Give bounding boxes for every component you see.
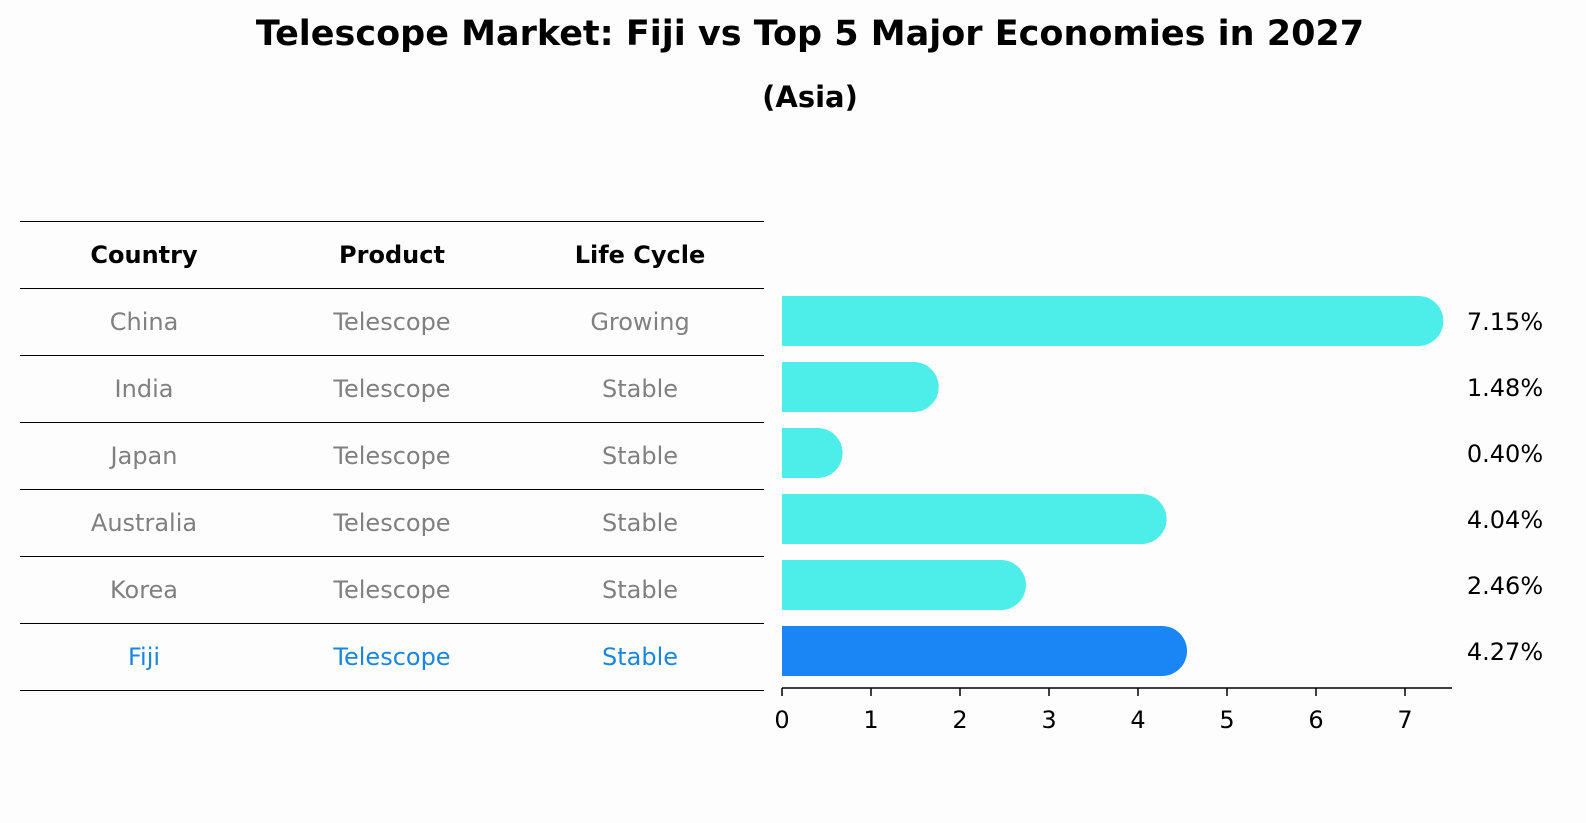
product-cell: Telescope (333, 509, 451, 537)
table-row: Korea Telescope Stable (20, 557, 764, 624)
table-row-highlight: Fiji Telescope Stable (20, 624, 764, 691)
chart-title: Telescope Market: Fiji vs Top 5 Major Ec… (255, 14, 1365, 54)
bar-korea (782, 560, 1026, 610)
product-cell: Telescope (333, 308, 451, 336)
country-cell: Korea (109, 576, 179, 604)
product-cell: Telescope (333, 576, 451, 604)
table-row: Australia Telescope Stable (20, 490, 764, 557)
country-cell: China (109, 308, 179, 336)
value-label-fiji: 4.27% (1467, 638, 1543, 666)
life-cycle-cell: Stable (601, 576, 679, 604)
value-label-korea: 2.46% (1467, 572, 1543, 600)
table-row: Japan Telescope Stable (20, 423, 764, 490)
x-tick-label: 2 (952, 706, 967, 734)
header-life-cycle: Life Cycle (574, 241, 706, 269)
product-cell: Telescope (333, 375, 451, 403)
header-product: Product (339, 241, 445, 269)
x-tick-label: 1 (863, 706, 878, 734)
product-cell: Telescope (333, 643, 451, 671)
life-cycle-cell: Stable (601, 643, 679, 671)
life-cycle-cell: Stable (601, 375, 679, 403)
product-cell: Telescope (333, 442, 451, 470)
x-tick-label: 3 (1041, 706, 1056, 734)
life-cycle-cell: Stable (601, 442, 679, 470)
life-cycle-cell: Stable (601, 509, 679, 537)
table-row: China Telescope Growing (20, 289, 764, 356)
value-label-australia: 4.04% (1467, 506, 1543, 534)
bar-india (782, 362, 939, 412)
chart-subtitle: (Asia) (762, 80, 858, 114)
country-cell: Australia (90, 509, 198, 537)
value-label-india: 1.48% (1467, 374, 1543, 402)
table-row: India Telescope Stable (20, 356, 764, 423)
country-cell: India (114, 375, 174, 403)
data-table: Country Product Life Cycle China Telesco… (20, 221, 764, 691)
table-header-row: Country Product Life Cycle (20, 221, 764, 289)
x-tick-label: 6 (1308, 706, 1323, 734)
bar-china (782, 296, 1444, 346)
header-country: Country (90, 241, 198, 269)
value-label-china: 7.15% (1467, 308, 1543, 336)
bar-australia (782, 494, 1167, 544)
x-tick-label: 5 (1219, 706, 1234, 734)
bar-japan (782, 428, 843, 478)
country-cell: Japan (110, 442, 178, 470)
bar-fiji (782, 626, 1188, 676)
country-cell: Fiji (127, 643, 161, 671)
life-cycle-cell: Growing (590, 308, 690, 336)
x-tick-label: 4 (1130, 706, 1145, 734)
x-tick-label: 7 (1397, 706, 1412, 734)
value-label-japan: 0.40% (1467, 440, 1543, 468)
x-tick-label: 0 (774, 706, 789, 734)
